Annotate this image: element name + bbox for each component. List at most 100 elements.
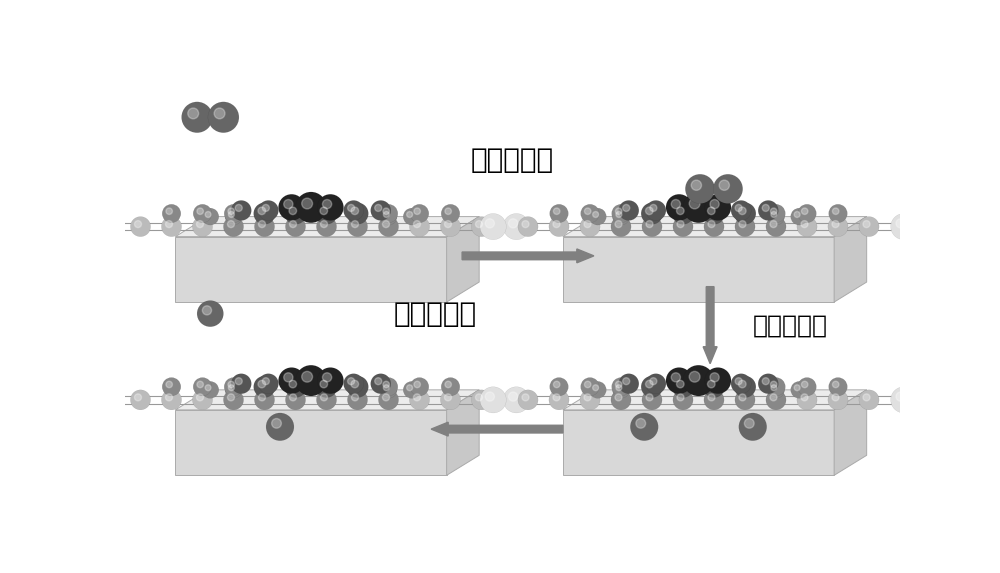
Circle shape xyxy=(205,384,211,391)
Circle shape xyxy=(738,380,746,388)
Polygon shape xyxy=(563,217,867,237)
Circle shape xyxy=(347,203,368,224)
Circle shape xyxy=(589,208,606,225)
Circle shape xyxy=(410,205,429,223)
Circle shape xyxy=(739,221,746,227)
Circle shape xyxy=(771,211,777,217)
Circle shape xyxy=(863,221,870,227)
Circle shape xyxy=(522,394,529,401)
Circle shape xyxy=(403,208,420,225)
Circle shape xyxy=(316,390,337,410)
Polygon shape xyxy=(447,217,479,302)
Circle shape xyxy=(165,221,173,227)
Circle shape xyxy=(708,394,715,401)
Circle shape xyxy=(202,382,219,398)
Circle shape xyxy=(351,207,359,215)
Circle shape xyxy=(704,390,724,410)
Circle shape xyxy=(235,378,242,384)
Polygon shape xyxy=(563,410,834,476)
Circle shape xyxy=(580,217,600,237)
Polygon shape xyxy=(175,390,479,410)
Circle shape xyxy=(612,378,630,396)
Circle shape xyxy=(832,221,839,227)
Text: 氢分子解离: 氢分子解离 xyxy=(753,313,828,337)
Circle shape xyxy=(710,199,719,209)
Circle shape xyxy=(770,394,777,401)
Circle shape xyxy=(296,365,326,396)
Circle shape xyxy=(317,194,344,221)
Circle shape xyxy=(193,205,212,223)
Circle shape xyxy=(829,378,847,396)
Circle shape xyxy=(615,394,622,401)
Circle shape xyxy=(228,211,234,217)
Circle shape xyxy=(616,211,622,217)
Circle shape xyxy=(197,300,223,327)
Circle shape xyxy=(231,374,251,394)
Text: 氢原子扩散: 氢原子扩散 xyxy=(393,300,477,328)
Circle shape xyxy=(161,390,182,410)
Polygon shape xyxy=(175,237,447,302)
Polygon shape xyxy=(447,390,479,476)
Circle shape xyxy=(383,381,389,388)
Circle shape xyxy=(553,221,560,227)
Circle shape xyxy=(801,381,808,388)
Circle shape xyxy=(224,378,243,396)
Circle shape xyxy=(254,203,275,224)
Circle shape xyxy=(666,194,692,221)
Circle shape xyxy=(134,221,142,227)
Circle shape xyxy=(383,211,389,217)
Circle shape xyxy=(863,394,870,401)
Circle shape xyxy=(316,203,337,224)
Circle shape xyxy=(611,217,631,237)
Circle shape xyxy=(348,378,355,384)
Circle shape xyxy=(322,199,332,209)
Circle shape xyxy=(623,378,630,384)
Circle shape xyxy=(285,376,306,398)
Circle shape xyxy=(272,418,281,428)
Circle shape xyxy=(650,378,657,384)
Circle shape xyxy=(891,214,917,240)
Circle shape xyxy=(193,378,212,396)
Circle shape xyxy=(289,207,297,215)
FancyArrow shape xyxy=(462,249,594,263)
Circle shape xyxy=(891,387,917,413)
Circle shape xyxy=(214,108,225,119)
Circle shape xyxy=(705,367,731,394)
Circle shape xyxy=(593,211,599,217)
Circle shape xyxy=(98,392,107,401)
Circle shape xyxy=(794,211,800,217)
Circle shape xyxy=(832,394,839,401)
Circle shape xyxy=(445,381,451,388)
Circle shape xyxy=(320,207,328,215)
Circle shape xyxy=(371,374,391,394)
Circle shape xyxy=(161,217,182,237)
Circle shape xyxy=(98,219,107,228)
Circle shape xyxy=(351,394,359,401)
Circle shape xyxy=(508,219,518,228)
Circle shape xyxy=(707,207,715,215)
Circle shape xyxy=(379,205,398,223)
Circle shape xyxy=(375,378,382,384)
Circle shape xyxy=(192,390,213,410)
Circle shape xyxy=(829,205,847,223)
FancyArrow shape xyxy=(431,422,563,436)
Circle shape xyxy=(710,373,719,382)
Circle shape xyxy=(734,203,756,224)
Circle shape xyxy=(134,394,142,401)
Circle shape xyxy=(508,392,518,401)
Circle shape xyxy=(320,394,328,401)
Circle shape xyxy=(344,201,364,221)
Circle shape xyxy=(767,382,785,398)
Circle shape xyxy=(896,219,905,228)
Circle shape xyxy=(671,373,680,382)
Circle shape xyxy=(289,221,297,227)
Circle shape xyxy=(550,205,568,223)
Circle shape xyxy=(713,174,743,203)
Circle shape xyxy=(689,371,700,382)
Circle shape xyxy=(708,221,715,227)
Circle shape xyxy=(762,378,769,384)
Circle shape xyxy=(302,371,313,382)
Circle shape xyxy=(223,390,244,410)
Circle shape xyxy=(766,217,786,237)
Polygon shape xyxy=(563,390,867,410)
